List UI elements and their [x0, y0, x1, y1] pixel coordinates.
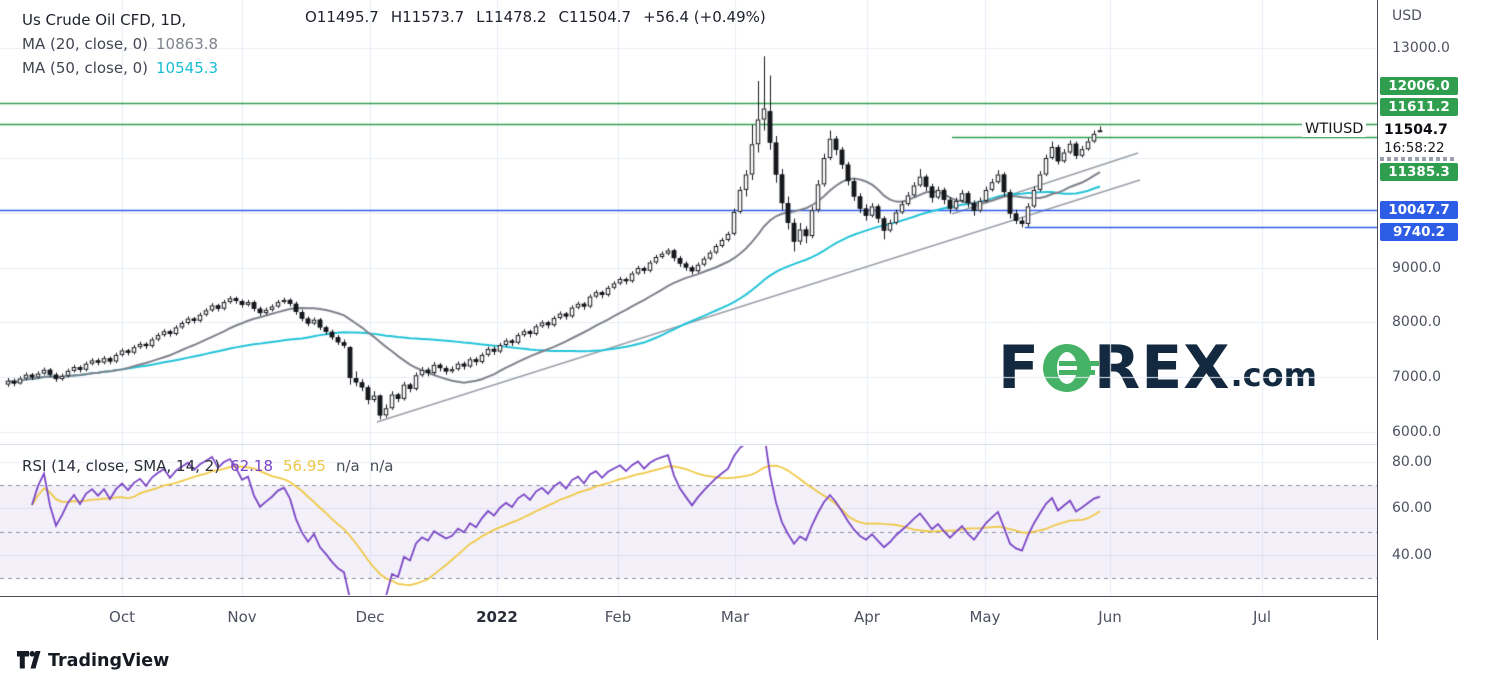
countdown-timer: 16:58:22 [1380, 140, 1464, 156]
rsi-label: RSI (14, close, SMA, 14, 2) [22, 457, 221, 475]
price-axis-border [1377, 0, 1378, 640]
price-tick-7000: 7000.0 [1392, 369, 1441, 385]
month-label-jul: Jul [1252, 608, 1272, 626]
price-tick-13000: 13000.0 [1392, 40, 1450, 56]
alert-badge-9740[interactable]: 9740.2 [1380, 223, 1458, 241]
low-value: L11478.2 [476, 8, 547, 26]
alert-badge-11611[interactable]: 11611.2 [1380, 98, 1458, 116]
price-tick-8000: 8000.0 [1392, 314, 1441, 330]
tradingview-brand[interactable]: TradingView [16, 650, 169, 671]
price-chart-canvas[interactable] [0, 0, 1378, 596]
ma50-value: 10545.3 [156, 59, 219, 77]
partial-price-label [1380, 157, 1456, 161]
price-tick-9000: 9000.0 [1392, 260, 1441, 276]
open-value: O11495.7 [305, 8, 379, 26]
last-price-badge[interactable]: 11504.7 [1380, 121, 1464, 139]
time-axis-border [0, 596, 1378, 597]
change-value: +56.4 (+0.49%) [643, 8, 766, 26]
price-tick-6000: 6000.0 [1392, 424, 1441, 440]
alert-badge-12006[interactable]: 12006.0 [1380, 77, 1458, 95]
series-label-wtiusd[interactable]: WTIUSD [1302, 121, 1367, 137]
rsi-value: 62.18 [230, 457, 274, 475]
month-label-dec: Dec [355, 608, 385, 626]
rsi-na-1: n/a [335, 457, 360, 475]
month-label-jun: Jun [1098, 608, 1122, 626]
month-label-oct: Oct [109, 608, 135, 626]
rsi-na-2: n/a [369, 457, 394, 475]
chart-legend[interactable]: Us Crude Oil CFD, 1D, MA (20, close, 0) 1… [22, 8, 218, 80]
symbol-title[interactable]: Us Crude Oil CFD, 1D, [22, 11, 187, 29]
close-value: C11504.7 [558, 8, 632, 26]
tradingview-logo-icon [17, 651, 41, 669]
month-label-apr: Apr [854, 608, 880, 626]
ohlc-readout: O11495.7 H11573.7 L11478.2 C11504.7 +56.4 (+… [305, 8, 778, 26]
month-label-mar: Mar [720, 608, 750, 626]
rsi-tick-40: 40.00 [1392, 547, 1433, 563]
rsi-tick-60: 60.00 [1392, 500, 1433, 516]
ma20-legend-row[interactable]: MA (20, close, 0) 10863.8 [22, 32, 218, 56]
month-label-may: May [969, 608, 1001, 626]
rsi-legend[interactable]: RSI (14, close, SMA, 14, 2) 62.18 56.95 n/a… [22, 457, 394, 475]
month-label-feb: Feb [604, 608, 632, 626]
ma20-value: 10863.8 [156, 35, 219, 53]
high-value: H11573.7 [390, 8, 465, 26]
alert-badge-10047[interactable]: 10047.7 [1380, 201, 1458, 219]
pane-separator[interactable] [0, 444, 1378, 445]
rsi-tick-80: 80.00 [1392, 454, 1433, 470]
ma50-legend-row[interactable]: MA (50, close, 0) 10545.3 [22, 56, 218, 80]
month-label-nov: Nov [227, 608, 257, 626]
price-scale[interactable]: USD 13000.0 9000.0 8000.0 7000.0 6000.0 … [1378, 0, 1486, 640]
year-label-2022: 2022 [476, 608, 518, 626]
tradingview-brand-name: TradingView [48, 650, 170, 671]
rsi-sma-value: 56.95 [283, 457, 326, 475]
ma50-label: MA (50, close, 0) [22, 59, 149, 77]
ma20-label: MA (20, close, 0) [22, 35, 149, 53]
currency-label: USD [1392, 8, 1422, 24]
alert-badge-11385[interactable]: 11385.3 [1380, 163, 1458, 181]
